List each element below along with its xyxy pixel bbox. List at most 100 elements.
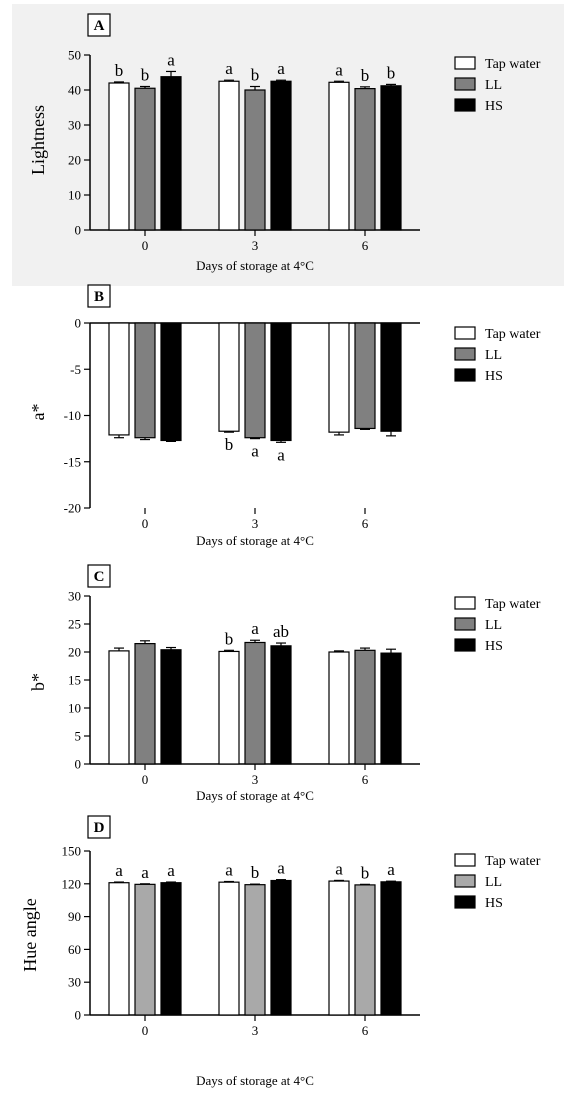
- legend-entry: Tap water: [485, 854, 541, 869]
- x-tick-label: 6: [362, 1023, 369, 1038]
- y-tick-label: 25: [68, 617, 81, 632]
- significance-label: b: [387, 63, 396, 82]
- panel-letter-box: D: [87, 815, 111, 839]
- y-tick-label: -5: [70, 362, 81, 377]
- significance-label: a: [251, 619, 259, 638]
- significance-label: b: [361, 863, 370, 882]
- legend-entry: LL: [485, 78, 502, 93]
- y-tick-label: 120: [62, 876, 82, 891]
- panel-letter-frame: [87, 13, 111, 37]
- y-axis-label: Lightness: [28, 105, 48, 175]
- bar-tap-water: [108, 82, 130, 231]
- legend-entry: LL: [485, 875, 502, 890]
- bar-tap-water: [108, 650, 130, 765]
- significance-label: a: [251, 442, 259, 461]
- y-tick-label: 30: [68, 118, 81, 133]
- significance-label: a: [225, 861, 233, 880]
- bar-ll: [244, 89, 266, 231]
- panel-letter-box: B: [87, 284, 111, 308]
- x-tick-label: 6: [362, 238, 369, 253]
- significance-label: a: [225, 59, 233, 78]
- bar-ll: [354, 87, 376, 231]
- legend-entry: LL: [485, 348, 502, 363]
- bar-ll: [244, 884, 266, 1016]
- significance-label: a: [335, 60, 343, 79]
- legend-swatch: [454, 874, 476, 888]
- y-tick-label: 90: [68, 909, 81, 924]
- bar-ll: [244, 322, 266, 439]
- y-tick-label: 20: [68, 153, 81, 168]
- legend-swatch: [454, 895, 476, 909]
- bar-tap-water: [328, 880, 350, 1016]
- panel-letter-frame: [87, 815, 111, 839]
- legend: Tap water LL HS: [454, 56, 541, 114]
- legend-entry: Tap water: [485, 327, 541, 342]
- panel-letter-box: A: [87, 13, 111, 37]
- bar-tap-water: [108, 882, 130, 1016]
- legend-swatch: [454, 596, 476, 610]
- bar-hs: [270, 645, 292, 765]
- significance-label: b: [251, 863, 260, 882]
- significance-label: a: [277, 445, 285, 464]
- bar-ll: [354, 322, 376, 430]
- y-tick-label: -10: [64, 408, 81, 423]
- y-tick-label: 0: [75, 1008, 82, 1023]
- panel-letter: D: [94, 820, 105, 836]
- legend-entry: HS: [485, 896, 503, 911]
- bar-tap-water: [218, 650, 240, 765]
- bar-ll: [354, 649, 376, 765]
- y-tick-label: 5: [75, 729, 82, 744]
- legend: Tap water LL HS: [454, 596, 541, 654]
- bar-hs: [160, 322, 182, 442]
- y-tick-label: 30: [68, 975, 81, 990]
- legend-entry: HS: [485, 639, 503, 654]
- significance-label: b: [225, 629, 234, 648]
- bar-hs: [380, 881, 402, 1016]
- legend-swatch: [454, 617, 476, 631]
- y-tick-label: 60: [68, 942, 81, 957]
- y-tick-label: 0: [75, 757, 82, 772]
- bar-hs: [380, 85, 402, 231]
- legend-swatch: [454, 326, 476, 340]
- significance-label: ab: [273, 622, 289, 641]
- significance-label: b: [225, 435, 234, 454]
- y-axis-label: a*: [28, 404, 48, 421]
- bar-ll: [134, 883, 156, 1016]
- bar-hs: [270, 80, 292, 231]
- bar-ll: [354, 884, 376, 1016]
- panel-letter-box: C: [87, 564, 111, 588]
- x-axis-label: Days of storage at 4°C: [196, 788, 314, 803]
- x-tick-label: 6: [362, 516, 369, 531]
- legend-swatch: [454, 368, 476, 382]
- legend-swatch: [454, 98, 476, 112]
- significance-label: a: [141, 863, 149, 882]
- y-tick-label: 0: [75, 223, 82, 238]
- significance-label: a: [277, 59, 285, 78]
- bar-hs: [160, 649, 182, 765]
- bar-hs: [380, 322, 402, 432]
- chart-panel-c: C 0 5 10 15 20 25 30 0 3 ba ab 6 Days of storage at 4…: [28, 564, 541, 803]
- panel-letter-frame: [87, 564, 111, 588]
- significance-label: a: [387, 860, 395, 879]
- bar-ll: [244, 641, 266, 765]
- y-tick-label: 50: [68, 48, 81, 63]
- panel-letter: B: [94, 289, 104, 305]
- x-tick-label: 0: [142, 516, 149, 531]
- x-tick-label: 0: [142, 772, 149, 787]
- x-tick-label: 3: [252, 1023, 259, 1038]
- y-axis-label: Hue angle: [20, 898, 40, 971]
- significance-label: b: [361, 66, 370, 85]
- bar-ll: [134, 642, 156, 765]
- significance-label: a: [335, 859, 343, 878]
- bar-hs: [270, 879, 292, 1016]
- legend-swatch: [454, 347, 476, 361]
- legend: Tap water LL HS: [454, 326, 541, 384]
- significance-label: b: [115, 61, 124, 80]
- legend-swatch: [454, 853, 476, 867]
- bar-tap-water: [218, 80, 240, 231]
- y-tick-label: 20: [68, 645, 81, 660]
- x-tick-label: 3: [252, 516, 259, 531]
- y-tick-label: 30: [68, 589, 81, 604]
